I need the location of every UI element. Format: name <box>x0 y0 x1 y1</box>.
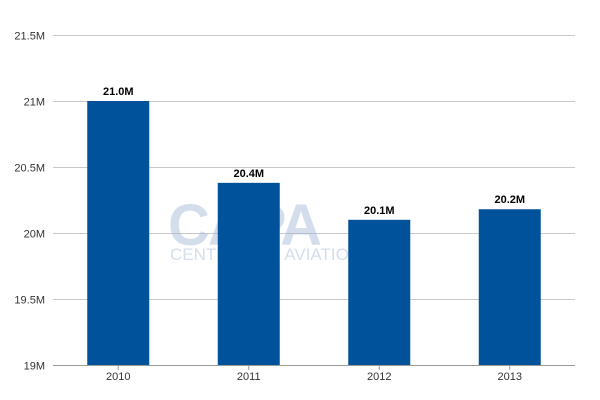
axes <box>53 365 575 370</box>
x-tick-label: 2013 <box>498 371 522 383</box>
y-tick-label: 21M <box>24 97 45 109</box>
y-tick-label: 19.5M <box>14 295 45 307</box>
data-label: 20.4M <box>233 168 264 180</box>
bar <box>87 101 150 365</box>
data-label: 21.0M <box>103 86 134 98</box>
data-label: 20.2M <box>494 194 525 206</box>
y-tick-label: 19M <box>24 361 45 373</box>
y-tick-label: 20M <box>24 229 45 241</box>
x-tick-label: 2010 <box>106 371 130 383</box>
data-label: 20.1M <box>364 205 395 217</box>
labels: 19M 19.5M 20M 20.5M 21M 21.5M 21.0M 2010 20.4M 20… <box>14 31 525 384</box>
bar <box>348 219 411 365</box>
y-tick-label: 20.5M <box>14 163 45 175</box>
bars <box>87 101 541 365</box>
bar <box>478 209 541 365</box>
bar <box>217 182 280 365</box>
y-tick-label: 21.5M <box>14 31 45 43</box>
x-tick-label: 2012 <box>367 371 391 383</box>
x-tick-label: 2011 <box>237 371 261 383</box>
